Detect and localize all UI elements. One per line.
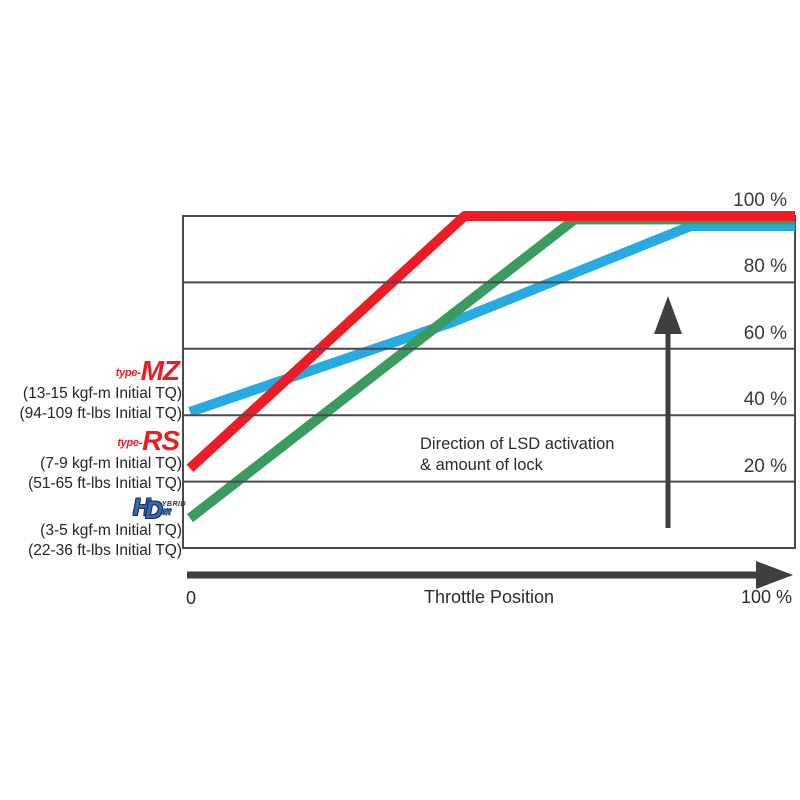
direction-annotation: Direction of LSD activation & amount of … <box>420 434 614 476</box>
hd-hybrid-diff-logo: H YBRID Diff <box>0 494 186 524</box>
hd-spec-metric: (3-5 kgf-m Initial TQ) <box>40 522 182 539</box>
type-rs-spec-metric: (7-9 kgf-m Initial TQ) <box>40 455 182 472</box>
hd-spec-imperial: (22-36 ft-lbs Initial TQ) <box>28 542 182 559</box>
type-rs-logo: type-RS <box>0 425 182 456</box>
direction-annotation-line2: & amount of lock <box>420 456 543 474</box>
legend-type-rs: type-RS (7-9 kgf-m Initial TQ) (51-65 ft… <box>0 427 182 494</box>
x-axis-max-label: 100 % <box>740 587 792 607</box>
hd-logo-d: D <box>145 497 163 524</box>
type-rs-name: RS <box>142 425 180 456</box>
hd-logo-ybrid: YBRID <box>161 501 186 508</box>
direction-arrow-head <box>654 296 682 334</box>
type-rs-prefix: type- <box>117 437 143 449</box>
y-tick-label-60: 60 % <box>743 322 787 344</box>
y-tick-label-100: 100 % <box>733 190 787 211</box>
type-mz-name: MZ <box>140 355 180 386</box>
type-mz-logo: type-MZ <box>0 355 182 386</box>
x-axis-min-label: 0 <box>186 588 197 608</box>
hd-logo-h: H <box>132 494 151 521</box>
series-line-type-rs <box>186 211 795 473</box>
y-tick-label-20: 20 % <box>743 455 787 477</box>
type-mz-spec-imperial: (94-109 ft-lbs Initial TQ) <box>19 405 182 422</box>
series-line-type-mz <box>188 220 795 417</box>
type-rs-spec-imperial: (51-65 ft-lbs Initial TQ) <box>28 475 182 492</box>
x-axis-arrow-head <box>756 561 793 589</box>
direction-annotation-line1: Direction of LSD activation <box>420 435 615 453</box>
type-mz-spec-metric: (13-15 kgf-m Initial TQ) <box>22 385 182 402</box>
y-tick-label-40: 40 % <box>743 389 787 411</box>
hd-logo-iff: iff <box>162 507 171 517</box>
legend-type-mz: type-MZ (13-15 kgf-m Initial TQ) (94-109… <box>0 357 182 424</box>
legend-hd-hybrid-diff: H YBRID Diff (3-5 kgf-m Initial TQ) (22-36… <box>0 494 186 561</box>
type-mz-prefix: type- <box>115 367 141 379</box>
x-axis-title: Throttle Position <box>423 587 555 607</box>
y-tick-label-80: 80 % <box>743 256 787 278</box>
